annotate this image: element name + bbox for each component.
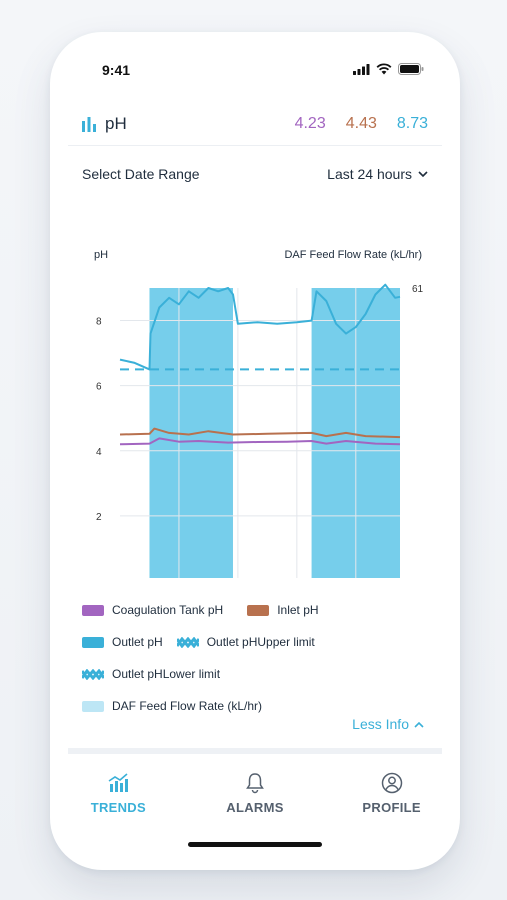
legend-item-inlet[interactable]: Inlet pH <box>247 603 319 617</box>
metric-title: pH <box>105 113 127 133</box>
legend-row: Outlet pH Outlet pHUpper limit <box>82 626 428 658</box>
status-icons <box>353 62 424 76</box>
metric-title-group: pH <box>81 114 127 134</box>
tab-alarms-label: ALARMS <box>226 800 284 815</box>
legend-swatch-coagulation <box>82 604 104 616</box>
chart-legend: Coagulation Tank pH Inlet pH Outlet pH O… <box>82 594 428 722</box>
y-tick-label: 6 <box>96 382 102 393</box>
legend-item-lower-limit[interactable]: Outlet pHLower limit <box>82 667 220 681</box>
status-bar: 9:41 <box>50 32 460 102</box>
chevron-down-icon <box>418 170 428 177</box>
legend-item-flow-rate[interactable]: DAF Feed Flow Rate (kL/hr) <box>82 699 262 713</box>
legend-label-outlet: Outlet pH <box>112 635 163 649</box>
date-range-dropdown[interactable]: Last 24 hours <box>327 166 428 182</box>
y-tick-label: 8 <box>96 317 102 328</box>
date-range-row: Select Date Range Last 24 hours <box>82 162 428 186</box>
date-range-value: Last 24 hours <box>327 166 412 182</box>
legend-swatch-flow-rate <box>82 700 104 712</box>
y2-tick-label: 61 <box>412 284 424 295</box>
trends-icon <box>108 773 129 792</box>
coagulation-value: 4.23 <box>294 114 326 132</box>
tab-alarms[interactable]: ALARMS <box>205 772 305 815</box>
current-values: 4.23 4.43 8.73 <box>295 115 428 133</box>
series-line-inlet-ph <box>119 427 401 439</box>
section-divider <box>68 748 442 754</box>
legend-swatch-lower-limit <box>82 668 104 680</box>
legend-label-upper-limit: Outlet pHUpper limit <box>206 635 315 649</box>
series-line-coagulation-tank-ph <box>119 437 401 446</box>
less-info-label: Less Info <box>352 716 409 732</box>
date-range-label: Select Date Range <box>82 166 200 182</box>
chart-svg: 0246806:00 PM12:00 AM06:00 AM12:00 PM610… <box>94 249 424 578</box>
legend-swatch-outlet <box>82 636 104 648</box>
legend-label-lower-limit: Outlet pHLower limit <box>112 667 221 681</box>
bell-icon <box>246 773 264 794</box>
tab-trends-label: TRENDS <box>90 800 146 815</box>
legend-swatch-inlet <box>247 604 270 616</box>
legend-label-coagulation: Coagulation Tank pH <box>112 603 224 617</box>
bottom-tab-bar: TRENDS ALARMS PROFILE <box>50 762 460 832</box>
profile-icon <box>381 772 402 794</box>
legend-item-coagulation[interactable]: Coagulation Tank pH <box>82 603 223 617</box>
home-indicator <box>188 842 322 847</box>
status-time: 9:41 <box>102 62 131 78</box>
outlet-value: 8.73 <box>396 114 428 132</box>
legend-row: DAF Feed Flow Rate (kL/hr) <box>82 690 428 722</box>
metric-header: pH 4.23 4.43 8.73 <box>68 102 442 146</box>
phone-frame: 9:41 <box>50 32 460 870</box>
y-tick-label: 4 <box>96 447 102 458</box>
legend-label-inlet: Inlet pH <box>277 603 319 617</box>
legend-swatch-upper-limit <box>176 636 199 648</box>
y2-tick-label: 0 <box>412 577 418 578</box>
chevron-up-icon <box>414 721 424 728</box>
tab-profile[interactable]: PROFILE <box>342 772 442 815</box>
y-axis-label: pH <box>94 249 108 261</box>
legend-label-flow-rate: DAF Feed Flow Rate (kL/hr) <box>112 699 263 713</box>
ph-chart: 0246806:00 PM12:00 AM06:00 AM12:00 PM610… <box>82 208 428 578</box>
legend-item-outlet[interactable]: Outlet pH <box>82 635 163 649</box>
signal-icon <box>353 63 370 75</box>
y-tick-label: 0 <box>96 577 102 578</box>
tab-profile-label: PROFILE <box>362 800 421 815</box>
tab-trends[interactable]: TRENDS <box>68 772 168 815</box>
y2-axis-label: DAF Feed Flow Rate (kL/hr) <box>284 249 422 261</box>
inlet-value: 4.43 <box>345 114 377 132</box>
less-info-toggle[interactable]: Less Info <box>352 716 424 732</box>
bar-chart-icon <box>82 116 96 132</box>
legend-row: Coagulation Tank pH Inlet pH <box>82 594 428 626</box>
wifi-icon <box>376 63 392 75</box>
battery-icon <box>398 63 424 75</box>
y-tick-label: 2 <box>96 512 102 523</box>
legend-item-upper-limit[interactable]: Outlet pHUpper limit <box>176 635 315 649</box>
legend-row: Outlet pHLower limit <box>82 658 428 690</box>
series-line-outlet-ph <box>119 283 401 371</box>
